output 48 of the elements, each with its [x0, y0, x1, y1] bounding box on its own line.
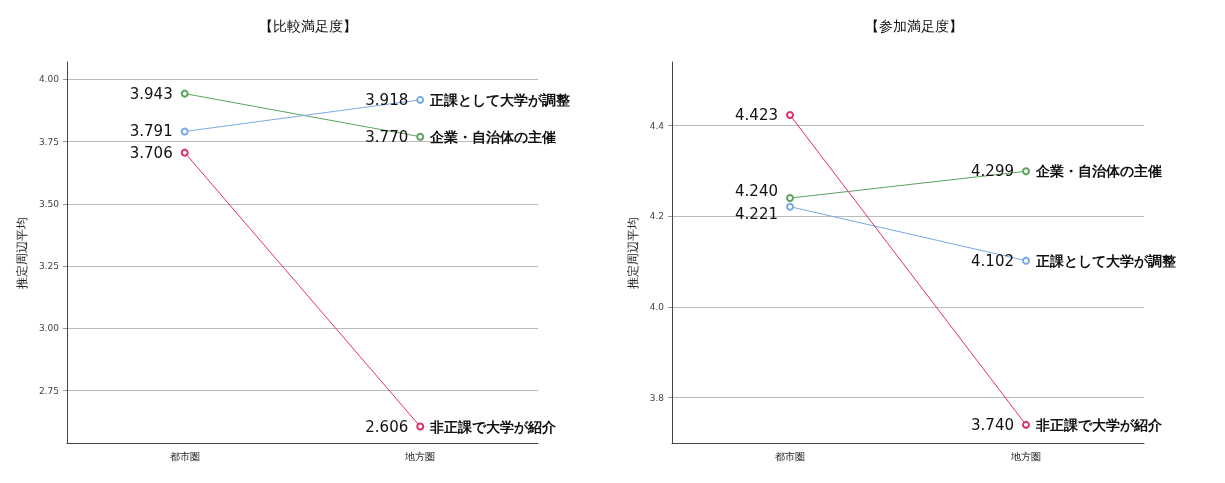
data-label: 3.791 [129, 122, 173, 141]
point [180, 127, 189, 136]
point [1022, 256, 1030, 265]
y-tick-label: 3.00 [38, 323, 60, 334]
x-tick-label: 地方圏 [1010, 450, 1041, 462]
y-tick-label: 2.75 [38, 385, 59, 396]
y-axis-title: 推定周辺平均 [625, 216, 640, 289]
point [416, 95, 425, 104]
data-label: 3.943 [129, 84, 173, 103]
chart-title: 【比較満足度】 [259, 18, 357, 34]
y-tick-label: 3.25 [38, 261, 59, 272]
point [786, 202, 794, 211]
data-label: 4.299 [971, 162, 1014, 181]
point [416, 132, 425, 141]
data-label: 4.240 [735, 182, 778, 201]
point [786, 111, 794, 120]
chart-title: 【参加満足度】 [865, 18, 963, 34]
series-label: 企業・自治体の主催 [429, 128, 557, 145]
data-label: 3.770 [365, 127, 409, 146]
series-label: 企業・自治体の主催 [1035, 163, 1162, 180]
data-label: 4.423 [735, 106, 778, 125]
data-label: 4.102 [971, 251, 1014, 270]
data-label: 3.740 [971, 415, 1014, 434]
data-label: 3.706 [129, 143, 173, 162]
point [1022, 167, 1030, 176]
series-label: 正課として大学が調整 [429, 91, 572, 108]
y-tick-label: 4.2 [649, 211, 664, 222]
series-label: 非正課で大学が紹介 [429, 418, 558, 435]
point [1022, 420, 1030, 429]
data-label: 3.918 [365, 90, 409, 109]
series-label: 正課として大学が調整 [1035, 252, 1177, 269]
y-tick-label: 3.8 [649, 392, 665, 403]
data-label: 2.606 [365, 417, 409, 436]
series-label: 非正課で大学が紹介 [1035, 416, 1163, 433]
y-tick-label: 4.4 [649, 120, 665, 131]
x-tick-label: 都市圏 [169, 450, 200, 462]
point [416, 422, 425, 431]
point [180, 89, 189, 98]
y-tick-label: 4.00 [38, 74, 60, 85]
y-axis-title: 推定周辺平均 [15, 216, 29, 289]
y-tick-label: 3.50 [38, 198, 60, 209]
y-tick-label: 4.0 [649, 301, 665, 312]
x-tick-label: 都市圏 [775, 450, 805, 462]
point [786, 194, 794, 203]
point [180, 148, 189, 157]
x-tick-label: 地方圏 [404, 450, 436, 462]
data-label: 4.221 [735, 204, 778, 223]
y-tick-label: 3.75 [38, 136, 59, 147]
